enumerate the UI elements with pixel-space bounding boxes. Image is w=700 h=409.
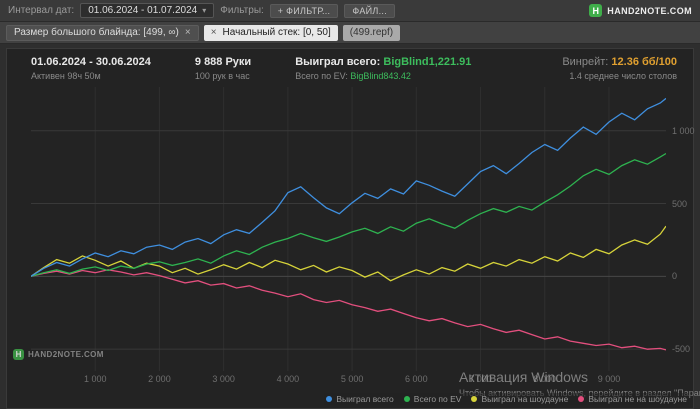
ev-total-line: Всего по EV: BigBlind843.42 [295,71,471,81]
ev-total-value: BigBlind843.42 [350,71,411,81]
winrate-label: Винрейт: [562,56,609,68]
hand2note-logo-text: HAND2NOTE.COM [607,5,692,16]
filter-bar: Размер большого блайнда: [499, ∞) × × На… [0,22,700,44]
top-toolbar: Интервал дат: 01.06.2024 - 01.07.2024 ▾ … [0,0,700,22]
legend-label: Выиграл на шоудауне [481,394,569,404]
filters-label: Фильтры: [220,5,264,16]
series-line [31,152,666,277]
legend-item[interactable]: Всего по EV [403,394,462,404]
stat-winrate: Винрейт: 12.36 бб/100 1.4 среднее число … [562,56,677,81]
hands-per-hour: 100 рук в час [194,71,250,81]
chart-area: 1 000 500 0 -500 1 000 2 000 3 000 4 000 5 000 6… [7,87,700,407]
legend-label: Выиграл не на шоудауне [588,394,687,404]
won-total-line: Выиграл всего: BigBlind1,221.91 [295,56,471,68]
stats-header: 01.06.2024 - 30.06.2024 Активен 98ч 50м … [7,49,693,81]
chart-legend: Выиграл всего Всего по EV Выиграл на шоуда… [324,393,689,405]
stat-winnings: Выиграл всего: BigBlind1,221.91 Всего по… [295,56,471,81]
chart-watermark: H HAND2NOTE.COM [13,349,104,360]
hand2note-watermark-text: HAND2NOTE.COM [28,350,104,359]
x-axis-labels: 1 000 2 000 3 000 4 000 5 000 6 000 7 000 8 000… [31,374,666,386]
report-date-range: 01.06.2024 - 30.06.2024 [31,56,151,68]
y-axis-tick: 500 [672,198,688,209]
hand2note-logo-icon: H [589,4,603,17]
y-axis-tick: -500 [672,344,691,355]
active-time: Активен 98ч 50м [31,71,101,81]
ev-total-label: Всего по EV: [295,71,348,81]
x-axis-tick: 4 000 [276,374,300,384]
legend-dot-icon [326,396,333,402]
windows-activation-title: Активация Windows [459,369,589,385]
legend-item[interactable]: Выиграл всего [326,394,394,404]
winrate-value: 12.36 бб/100 [611,56,677,68]
x-axis-tick: 1 000 [83,374,107,384]
x-axis-tick: 5 000 [340,374,364,384]
filter-chip-starting-stack[interactable]: × Начальный стек: [0, 50] [203,24,338,41]
filter-chip-big-blind[interactable]: Размер большого блайнда: [499, ∞) × [6,24,199,41]
close-icon[interactable]: × [210,27,217,38]
x-axis-tick: 8 000 [533,374,557,384]
legend-dot-icon [471,396,478,402]
date-interval-value: 01.06.2024 - 01.07.2024 [88,5,198,16]
won-total-value: BigBlind1,221.91 [383,56,472,68]
legend-dot-icon [578,396,585,402]
chevron-down-icon: ▾ [202,6,207,15]
x-axis-tick: 7 000 [469,374,492,384]
filter-chip-label: (499.repf) [349,27,394,38]
date-interval-dropdown[interactable]: 01.06.2024 - 01.07.2024 ▾ [80,3,215,18]
series-line [31,97,666,277]
stat-hands: 9 888 Руки 100 рук в час [195,56,251,81]
x-axis-tick: 9 000 [597,374,621,384]
won-total-label: Выиграл всего: [295,56,381,68]
date-interval-label: Интервал дат: [8,5,75,16]
x-axis-tick: 2 000 [148,374,171,384]
hand2note-watermark-icon: H [13,349,24,360]
graph-report-panel: 01.06.2024 - 30.06.2024 Активен 98ч 50м … [6,48,700,409]
legend-item[interactable]: Выиграл не на шоудауне [578,394,687,404]
winrate-line: Винрейт: 12.36 бб/100 [562,56,677,68]
hands-count: 9 888 Руки [194,56,252,68]
y-axis-tick: 1 000 [672,125,695,136]
add-filter-button[interactable]: + ФИЛЬТР... [269,3,339,18]
legend-label: Выиграл всего [336,394,394,404]
avg-tables: 1.4 среднее число столов [569,71,677,81]
stat-date-range: 01.06.2024 - 30.06.2024 Активен 98ч 50м [31,56,151,81]
file-button[interactable]: ФАЙЛ... [344,3,395,18]
legend-item[interactable]: Выиграл на шоудауне [471,394,568,404]
filter-chip-repf-file[interactable]: (499.repf) [342,24,401,41]
legend-label: Всего по EV [413,394,462,404]
x-axis-tick: 6 000 [405,374,428,384]
legend-dot-icon [403,396,410,402]
series-line [31,225,666,282]
hand2note-logo[interactable]: H HAND2NOTE.COM [589,4,692,17]
x-axis-tick: 3 000 [212,374,235,384]
filter-chip-label: Начальный стек: [0, 50] [222,27,331,38]
series-line [31,269,666,351]
filter-chip-label: Размер большого блайнда: [499, ∞) [14,27,179,38]
y-axis-labels: 1 000 500 0 -500 [672,87,700,371]
y-axis-tick: 0 [672,271,678,282]
winnings-graph[interactable] [31,87,666,371]
close-icon[interactable]: × [184,27,191,38]
